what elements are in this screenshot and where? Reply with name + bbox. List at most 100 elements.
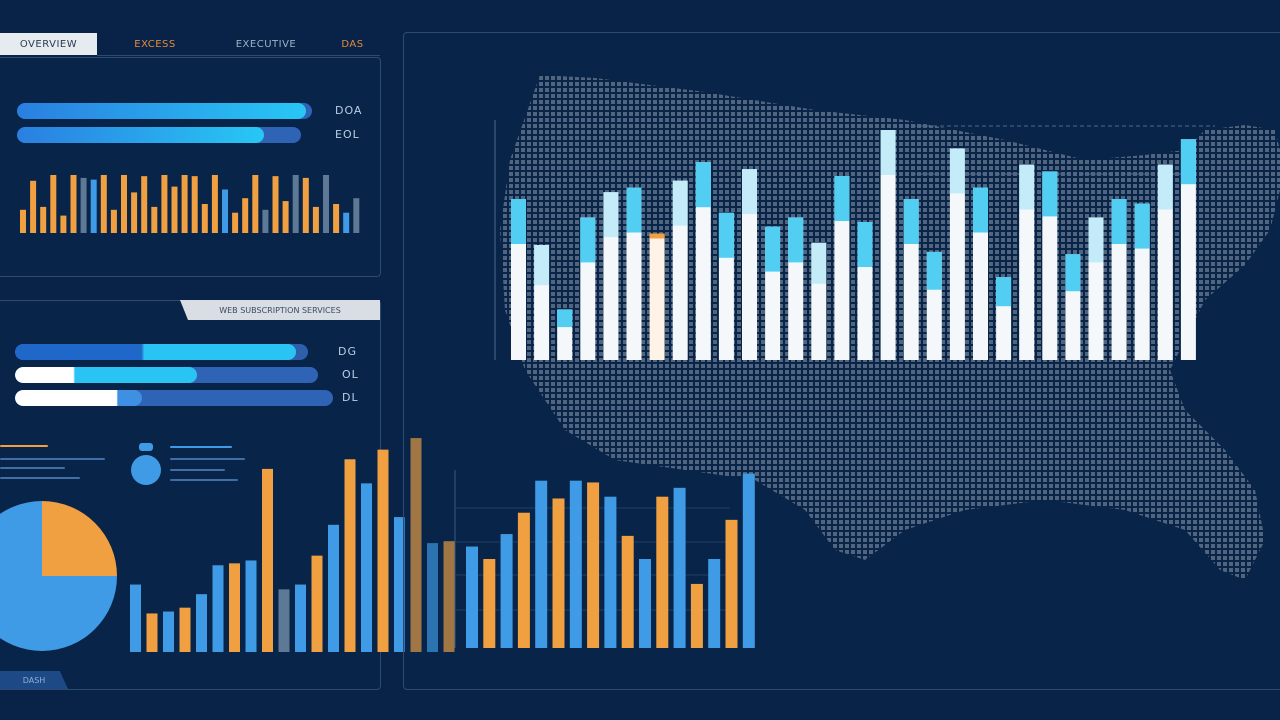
chart-bar [926, 251, 942, 360]
chart-bar [672, 180, 688, 360]
progress-bar [15, 344, 308, 360]
chart-bar [1042, 171, 1058, 360]
chart-bar [587, 482, 600, 648]
chart-bar [708, 559, 721, 648]
tab-overview[interactable]: OVERVIEW [0, 33, 97, 55]
chart-bar [295, 584, 306, 652]
chart-bar [427, 543, 438, 652]
chart-bar [292, 175, 299, 233]
chart-bar [1134, 203, 1150, 360]
lower-bar-chart [130, 438, 455, 652]
legend-line [0, 477, 80, 479]
chart-bar [443, 541, 455, 652]
progress-bar [15, 367, 318, 383]
chart-bar [151, 206, 158, 233]
chart-bar [511, 199, 526, 360]
chart-bar [242, 198, 249, 233]
user-icon [131, 443, 161, 485]
chart-bar [312, 206, 319, 233]
chart-bar [742, 169, 757, 360]
progress-fill [15, 390, 143, 406]
chart-bar [121, 175, 127, 233]
chart-bar [880, 130, 896, 360]
chart-bar [212, 565, 224, 652]
chart-bar [80, 177, 87, 233]
chart-bar [70, 175, 77, 233]
progress-bar [17, 103, 312, 119]
legend-line [170, 458, 245, 460]
progress-value: DL [342, 391, 359, 404]
main-bar-chart [494, 120, 1215, 360]
chart-bar [328, 524, 339, 652]
chart-bar [569, 480, 582, 648]
chart-bar [100, 175, 107, 233]
tab-das[interactable]: DAS [341, 38, 364, 50]
progress-fill [15, 367, 197, 383]
progress-value: DOA [335, 104, 363, 117]
chart-bar [394, 517, 405, 652]
progress-value: EOL [335, 128, 360, 141]
chart-bar [130, 584, 141, 652]
chart-bar [343, 212, 350, 233]
chart-bar [1065, 254, 1081, 360]
small-bar-chart [20, 175, 360, 233]
chart-bar [20, 209, 26, 233]
chart-bar [222, 189, 228, 233]
chart-bar [353, 198, 360, 233]
chart-bar [201, 204, 208, 233]
chart-bar [278, 589, 290, 652]
panel-header: WEB SUBSCRIPTION SERVICES [180, 300, 380, 320]
chart-bar [690, 583, 703, 648]
chart-bar [996, 277, 1012, 360]
chart-bar [181, 175, 188, 233]
chart-bar [483, 559, 496, 648]
chart-bar [656, 496, 669, 648]
progress-bar [17, 127, 301, 143]
chart-bar [903, 199, 919, 360]
footer-tag: DASH [0, 671, 68, 689]
chart-bar [232, 212, 239, 233]
chart-bar [466, 546, 478, 648]
chart-bar [639, 559, 651, 648]
chart-bar [302, 177, 309, 233]
chart-bar [552, 498, 565, 648]
legend-line [170, 479, 238, 481]
progress-fill [17, 127, 265, 143]
chart-bar [649, 233, 665, 360]
chart-bar [323, 175, 329, 233]
chart-bar [171, 186, 178, 233]
pie-chart [0, 501, 117, 651]
chart-bar [60, 215, 67, 233]
tab-divider [97, 55, 380, 56]
chart-bar [30, 180, 37, 233]
tab-excess[interactable]: EXCESS [134, 38, 176, 50]
chart-bar [949, 148, 965, 360]
chart-bar [1180, 139, 1196, 360]
chart-bar [857, 222, 873, 360]
chart-bar [534, 245, 550, 360]
chart-bar [179, 607, 191, 652]
chart-bar [90, 179, 97, 233]
chart-bar [626, 187, 642, 360]
chart-bar [196, 594, 207, 652]
chart-bar [1111, 199, 1127, 360]
chart-bar [161, 175, 168, 233]
chart-bar [410, 438, 422, 652]
legend-line [0, 458, 105, 460]
chart-bar [765, 226, 781, 360]
chart-bar [131, 192, 138, 233]
chart-bar [377, 449, 389, 652]
chart-bar [695, 162, 711, 360]
chart-bar [361, 483, 372, 652]
chart-bar [252, 175, 259, 233]
tab-executive[interactable]: EXECUTIVE [235, 38, 297, 50]
progress-fill [15, 344, 297, 360]
progress-value: DG [338, 345, 357, 358]
chart-bar [262, 209, 269, 233]
chart-bar [40, 206, 47, 233]
chart-bar [500, 534, 513, 648]
chart-bar [580, 217, 596, 360]
pie-slice [0, 501, 117, 651]
chart-bar [163, 611, 174, 652]
chart-bar [344, 459, 356, 652]
